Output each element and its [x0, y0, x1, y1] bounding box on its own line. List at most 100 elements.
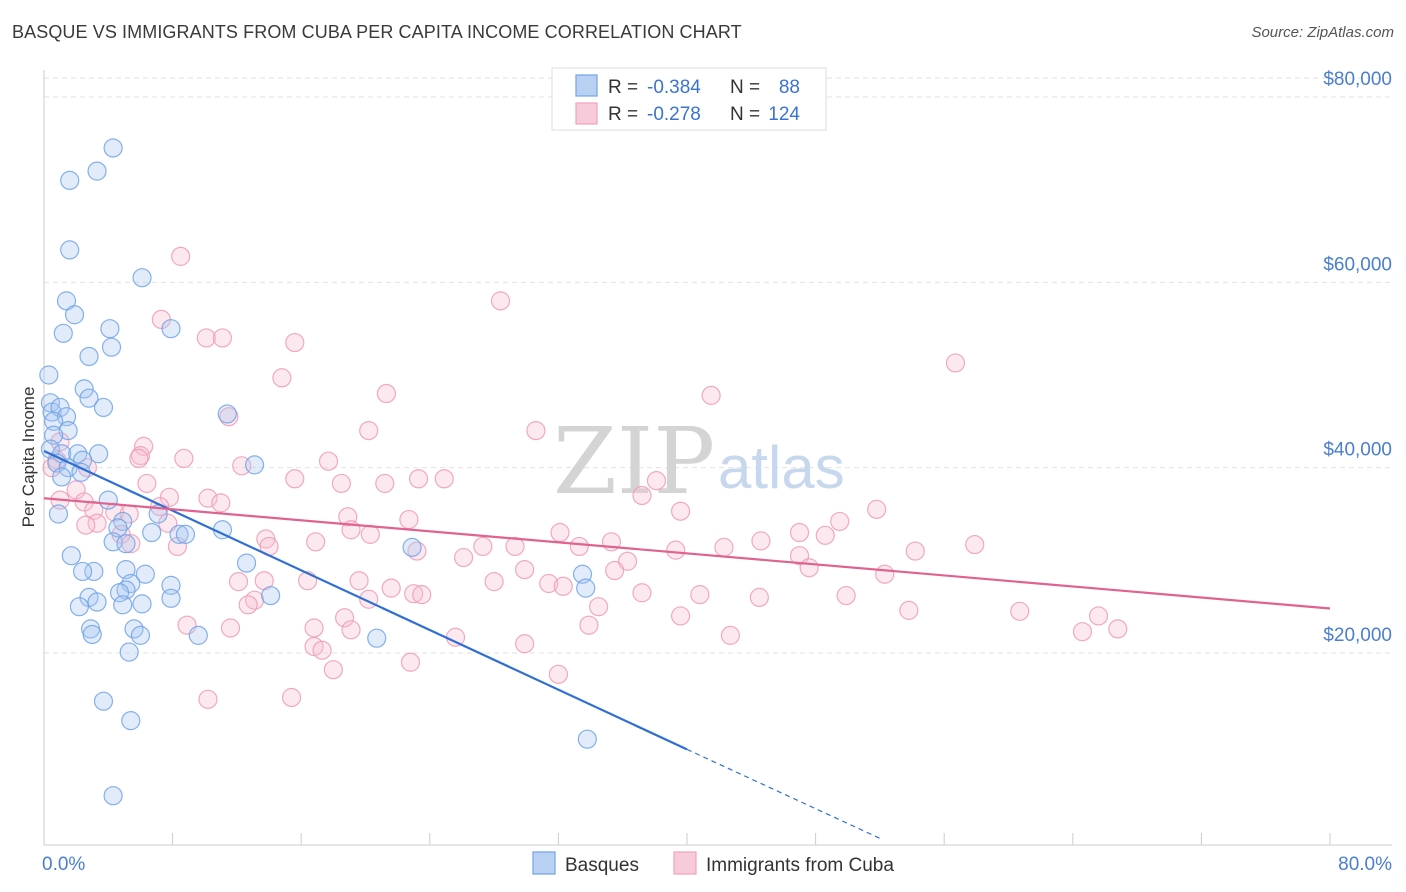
data-point: [285, 469, 305, 489]
data-point: [789, 522, 810, 543]
data-point: [161, 319, 181, 339]
data-point: [39, 365, 59, 385]
data-point: [666, 540, 686, 560]
watermark-atlas: atlas: [718, 434, 845, 501]
data-point: [174, 448, 194, 468]
data-point: [84, 561, 104, 582]
data-point: [375, 473, 395, 494]
data-point: [198, 488, 218, 508]
data-point: [220, 618, 241, 638]
data-point: [670, 606, 691, 626]
legend-n-value-cuba: 124: [768, 104, 800, 125]
data-point: [175, 524, 196, 544]
legend-r-label-basques: R =: [608, 77, 638, 98]
data-point: [121, 711, 141, 731]
data-point: [539, 573, 559, 594]
data-point: [74, 379, 94, 399]
data-point: [579, 615, 599, 635]
data-point: [945, 353, 966, 373]
data-point: [137, 473, 157, 494]
series-basques-points: [39, 138, 597, 806]
data-point: [404, 584, 424, 604]
y-tick-label: $20,000: [1323, 625, 1392, 646]
data-point: [82, 624, 102, 645]
data-point: [905, 541, 925, 561]
data-point: [445, 627, 466, 647]
data-point: [473, 536, 493, 557]
data-point: [169, 524, 189, 544]
data-point: [281, 687, 302, 708]
legend-n-label-basques: N =: [730, 77, 760, 98]
data-point: [1010, 601, 1030, 621]
data-point: [98, 490, 118, 510]
data-point: [548, 664, 569, 684]
data-point: [119, 642, 139, 662]
data-point: [285, 332, 305, 353]
data-point: [64, 305, 85, 325]
data-point: [577, 729, 597, 749]
legend-box: R = -0.384 N = 88 R = -0.278 N = 124: [551, 67, 827, 131]
data-point: [359, 421, 379, 441]
data-point: [341, 620, 361, 640]
data-point: [161, 588, 181, 608]
data-point: [1088, 606, 1109, 626]
data-point: [408, 469, 429, 489]
bottom-legend-label-basques: Basques: [565, 855, 639, 876]
data-point: [132, 594, 152, 614]
data-point: [412, 585, 432, 605]
data-point: [58, 421, 78, 441]
data-point: [48, 504, 69, 524]
data-point: [87, 592, 107, 612]
data-point: [1072, 622, 1093, 642]
x-ticks: [43, 833, 1331, 845]
data-point: [749, 587, 769, 608]
series-cuba-points: [42, 246, 1128, 709]
data-point: [899, 600, 919, 620]
data-point: [100, 319, 120, 339]
data-point: [142, 522, 162, 543]
data-point: [56, 407, 77, 427]
data-point: [72, 561, 93, 582]
data-point: [553, 576, 573, 596]
data-point: [331, 473, 351, 494]
data-point: [751, 531, 771, 551]
data-point: [76, 515, 96, 535]
bottom-legend-swatch-basques: [532, 851, 556, 875]
data-point: [116, 534, 136, 554]
data-point: [399, 509, 419, 530]
data-point: [312, 640, 332, 660]
data-point: [130, 625, 151, 645]
watermark-zip: ZIP: [553, 408, 715, 515]
data-point: [53, 323, 73, 343]
data-point: [93, 691, 114, 711]
data-point: [79, 346, 99, 367]
data-point: [89, 444, 109, 464]
data-point: [490, 291, 511, 311]
trend-line-cuba: [43, 497, 1331, 610]
data-point: [244, 455, 265, 475]
data-point: [815, 525, 835, 545]
data-point: [103, 786, 123, 806]
data-point: [44, 411, 64, 431]
legend-swatch-basques: [575, 74, 598, 97]
data-point: [101, 337, 122, 357]
data-point: [720, 625, 741, 645]
data-point: [376, 383, 396, 404]
data-point: [632, 583, 652, 603]
data-point: [799, 558, 819, 578]
x-tick-label-min: 0.0%: [42, 854, 85, 875]
legend-r-value-cuba: -0.278: [647, 104, 701, 125]
legend-n-label-cuba: N =: [730, 104, 760, 125]
data-point: [453, 547, 474, 568]
bottom-legend-label-cuba: Immigrants from Cuba: [706, 855, 894, 876]
data-point: [402, 537, 422, 557]
data-point: [217, 404, 237, 424]
data-point: [272, 368, 292, 388]
data-point: [515, 634, 535, 654]
data-point: [211, 493, 231, 513]
legend-n-value-basques: 88: [779, 77, 800, 98]
y-tick-label: $80,000: [1323, 69, 1392, 90]
source-label: Source: ZipAtlas.com: [1251, 24, 1394, 41]
data-point: [61, 546, 81, 566]
data-point: [965, 534, 985, 555]
